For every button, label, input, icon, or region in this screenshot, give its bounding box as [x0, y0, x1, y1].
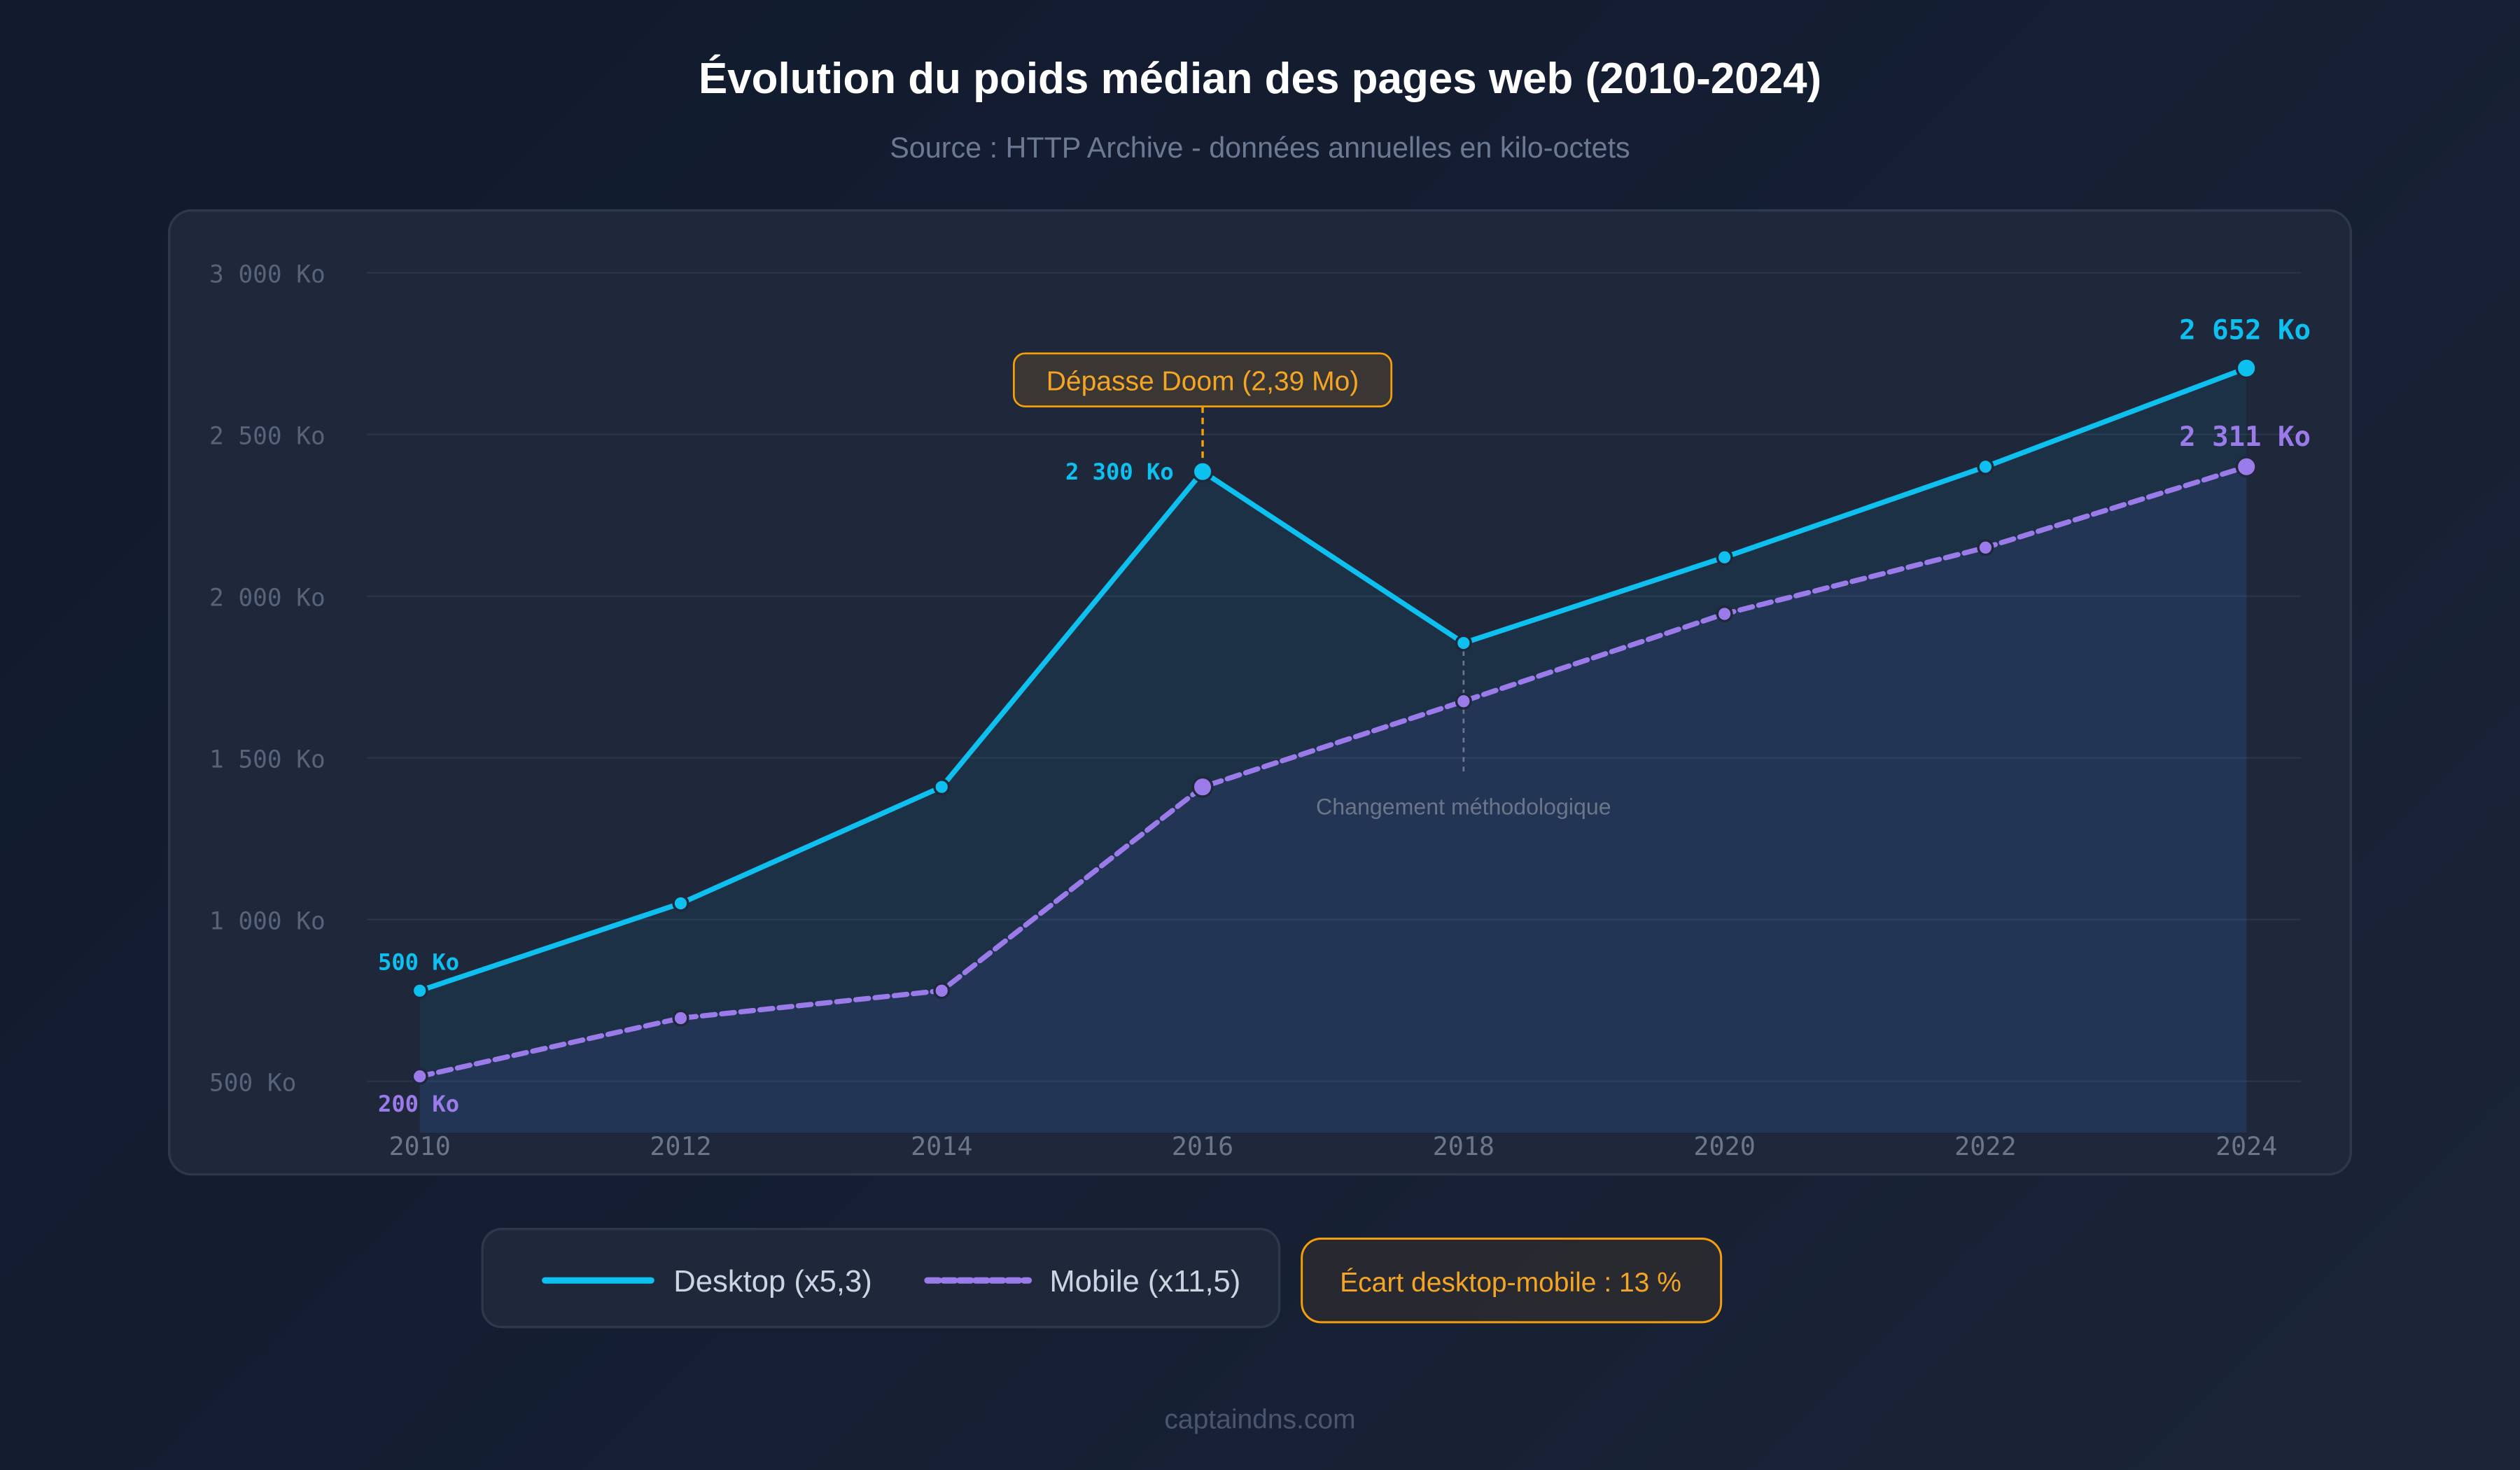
data-label: 200 Ko	[378, 1091, 459, 1117]
x-axis: 2010 2012 2014 2016 2018 2020 2022 2024	[388, 1131, 2277, 1161]
data-point	[411, 1068, 428, 1085]
series-line-0	[417, 365, 2249, 993]
chart-subtitle: Source : HTTP Archive - données annuelle…	[890, 132, 1630, 164]
data-point	[1977, 458, 1994, 475]
data-labels: 500 Ko 200 Ko 2 300 Ko 2 652 Ko 2 311 Ko	[378, 315, 2311, 1118]
y-tick-label: 1 000 Ko	[209, 907, 326, 935]
gap-badge-text: Écart desktop-mobile : 13 %	[1340, 1268, 1681, 1298]
y-tick-label: 2 000 Ko	[209, 584, 326, 612]
data-point	[1977, 539, 1994, 556]
legend-box	[481, 1228, 1281, 1329]
data-label: 500 Ko	[378, 948, 459, 975]
series-area-0	[419, 368, 2247, 1133]
data-point	[933, 982, 951, 1000]
series-points	[411, 357, 2258, 1085]
legend: Desktop (x5,3) Mobile (x11,5)	[481, 1228, 1281, 1329]
data-point	[1455, 692, 1472, 710]
methodology-annotation: Changement méthodologique	[1316, 794, 1611, 820]
y-tick-label: 2 500 Ko	[209, 422, 326, 450]
data-point	[1716, 549, 1733, 566]
legend-desktop-label: Desktop (x5,3)	[673, 1265, 872, 1298]
data-point	[1191, 461, 1214, 483]
x-tick-label: 2018	[1433, 1131, 1494, 1161]
y-tick-label: 500 Ko	[209, 1069, 296, 1097]
grid-lines	[366, 272, 2302, 1082]
data-label: 2 300 Ko	[1065, 458, 1174, 485]
y-tick-label: 3 000 Ko	[209, 260, 326, 288]
data-point	[2235, 456, 2258, 478]
chart-card	[167, 209, 2353, 1176]
x-tick-label: 2016	[1172, 1131, 1233, 1161]
y-tick-label: 1 500 Ko	[209, 746, 326, 774]
doom-annotation-box	[1012, 352, 1393, 408]
chart-title: Évolution du poids médian des pages web …	[699, 55, 1821, 103]
x-tick-label: 2024	[2216, 1131, 2277, 1161]
gap-badge-box	[1301, 1238, 1723, 1324]
y-axis: 500 Ko 1 000 Ko 1 500 Ko 2 000 Ko 2 500 Ko 3 …	[209, 260, 326, 1097]
data-point	[1716, 605, 1733, 623]
x-tick-label: 2022	[1954, 1131, 2016, 1161]
series-lines	[417, 365, 2249, 1079]
gap-badge: Écart desktop-mobile : 13 %	[1301, 1238, 1723, 1324]
x-tick-label: 2020	[1693, 1131, 1755, 1161]
x-tick-label: 2012	[650, 1131, 711, 1161]
data-point	[933, 778, 951, 796]
series-line-1	[417, 464, 2249, 1079]
data-point	[1455, 634, 1472, 652]
data-label: 2 311 Ko	[2179, 421, 2311, 453]
data-label: 2 652 Ko	[2179, 315, 2311, 346]
legend-mobile-label: Mobile (x11,5)	[1049, 1265, 1240, 1298]
data-point	[672, 1009, 690, 1027]
data-point	[1191, 776, 1214, 798]
series-areas	[419, 368, 2247, 1133]
footer-site: captaindns.com	[1164, 1404, 1355, 1434]
x-tick-label: 2014	[911, 1131, 972, 1161]
doom-annotation: Dépasse Doom (2,39 Mo)	[1046, 367, 1359, 397]
data-point	[411, 982, 428, 1000]
x-tick-label: 2010	[388, 1131, 450, 1161]
data-point	[2235, 357, 2258, 379]
series-area-1	[419, 466, 2247, 1133]
data-point	[672, 895, 690, 912]
